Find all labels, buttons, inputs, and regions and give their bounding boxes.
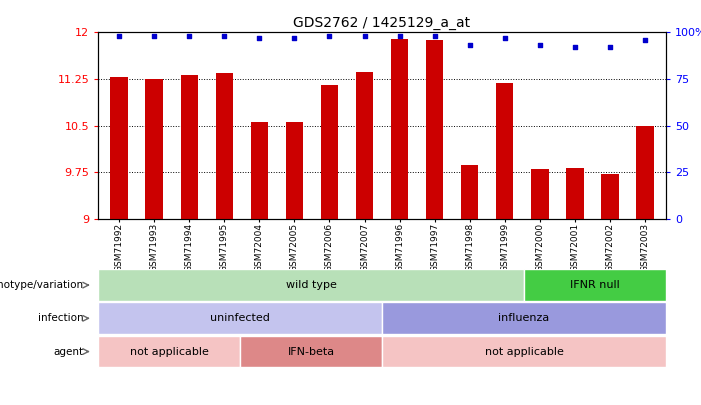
Point xyxy=(639,36,651,43)
Bar xyxy=(240,336,382,367)
Bar xyxy=(461,165,478,219)
Bar xyxy=(355,72,373,219)
Point xyxy=(289,35,300,41)
Text: IFNR null: IFNR null xyxy=(570,280,620,290)
Bar xyxy=(286,122,303,219)
Point xyxy=(219,33,230,39)
Text: agent: agent xyxy=(53,347,83,356)
Bar xyxy=(181,75,198,219)
Point xyxy=(429,33,440,39)
Bar xyxy=(637,126,653,219)
Point xyxy=(149,33,160,39)
Text: IFN-beta: IFN-beta xyxy=(287,347,334,356)
Point xyxy=(604,44,615,51)
Bar xyxy=(111,77,128,219)
Point xyxy=(359,33,370,39)
Point xyxy=(534,42,545,49)
Point xyxy=(464,42,475,49)
Text: genotype/variation: genotype/variation xyxy=(0,280,83,290)
Point xyxy=(499,35,510,41)
Bar xyxy=(496,83,513,219)
Bar xyxy=(98,269,524,301)
Point xyxy=(569,44,580,51)
Text: not applicable: not applicable xyxy=(484,347,564,356)
Title: GDS2762 / 1425129_a_at: GDS2762 / 1425129_a_at xyxy=(294,16,470,30)
Bar xyxy=(98,336,240,367)
Point xyxy=(114,33,125,39)
Text: influenza: influenza xyxy=(498,313,550,323)
Text: uninfected: uninfected xyxy=(210,313,270,323)
Bar xyxy=(251,122,268,219)
Point xyxy=(394,33,405,39)
Bar xyxy=(601,174,618,219)
Text: not applicable: not applicable xyxy=(130,347,209,356)
Bar xyxy=(382,303,666,334)
Bar xyxy=(391,38,408,219)
Bar xyxy=(524,269,666,301)
Bar xyxy=(146,79,163,219)
Text: wild type: wild type xyxy=(285,280,336,290)
Bar xyxy=(216,73,233,219)
Point xyxy=(184,33,195,39)
Bar xyxy=(426,40,444,219)
Text: infection: infection xyxy=(38,313,83,323)
Bar xyxy=(320,85,338,219)
Point xyxy=(324,33,335,39)
Point xyxy=(254,35,265,41)
Bar xyxy=(98,303,382,334)
Bar xyxy=(531,169,548,219)
Bar xyxy=(382,336,666,367)
Bar xyxy=(566,168,583,219)
